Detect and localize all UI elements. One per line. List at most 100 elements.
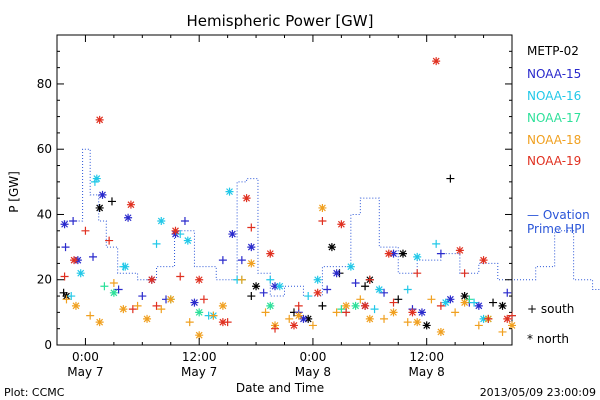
noaa-16-north-point (479, 314, 488, 323)
noaa-19-north-point (195, 275, 204, 284)
metp-02-south-point (361, 282, 370, 291)
noaa-19-north-point (218, 318, 227, 327)
noaa-15-south-point (89, 252, 98, 261)
noaa-18-north-point (389, 308, 398, 317)
noaa-15-south-point (61, 243, 70, 252)
footer-plot-credit: Plot: CCMC (4, 386, 65, 399)
noaa-19-north-point (242, 194, 251, 203)
noaa-18-south-point (332, 308, 341, 317)
noaa-16-south-point (152, 239, 161, 248)
metp-02-north-point (252, 282, 261, 291)
x-tick-time-label: 0:00 (72, 350, 99, 364)
x-tick-date-label: May 7 (181, 365, 217, 379)
noaa-18-south-point (308, 321, 317, 330)
noaa-15-south-point (180, 217, 189, 225)
legend-item-metp-02: METP-02 (527, 44, 579, 58)
noaa-19-north-point (503, 314, 512, 323)
noaa-18-south-point (403, 318, 412, 327)
noaa-19-north-point (384, 249, 393, 258)
x-tick-date-label: May 8 (409, 365, 445, 379)
noaa-16-north-point (183, 236, 192, 245)
noaa-15-south-point (323, 285, 332, 294)
noaa-15-north-point (98, 190, 107, 199)
metp-02-south-point (446, 174, 455, 183)
y-tick-label: 80 (37, 77, 52, 91)
y-axis-label: P [GW] (7, 171, 21, 213)
noaa-17-north-point (109, 288, 118, 297)
noaa-16-north-point (92, 174, 101, 183)
legend-south-marker: + south (527, 302, 574, 316)
noaa-18-north-point (436, 327, 445, 336)
noaa-15-north-point (228, 230, 237, 239)
noaa-15-south-point (503, 288, 512, 297)
noaa-16-south-point (67, 292, 76, 301)
metp-02-south-point (107, 197, 116, 206)
noaa-18-south-point (356, 295, 365, 304)
noaa-16-south-point (176, 230, 185, 239)
noaa-16-south-point (470, 298, 479, 307)
noaa-18-south-point (237, 275, 246, 284)
noaa-19-south-point (294, 301, 303, 310)
noaa-15-south-point (380, 288, 389, 297)
noaa-19-south-point (389, 298, 398, 307)
noaa-18-south-point (498, 327, 507, 336)
noaa-15-north-point (190, 298, 199, 307)
legend-item-noaa-17: NOAA-17 (527, 111, 581, 125)
noaa-18-south-point (451, 308, 460, 317)
metp-02-north-point (398, 249, 407, 258)
noaa-19-north-point (337, 220, 346, 229)
noaa-15-north-point (417, 308, 426, 317)
noaa-18-south-point (133, 301, 142, 310)
noaa-18-north-point (342, 301, 351, 310)
noaa-18-south-point (62, 295, 71, 304)
noaa-18-north-point (119, 305, 128, 314)
noaa-17-south-point (337, 305, 346, 314)
metp-02-north-point (498, 301, 507, 310)
ovation-hpi-line (63, 148, 600, 297)
noaa-16-north-point (76, 269, 85, 278)
noaa-16-north-point (375, 285, 384, 294)
noaa-15-south-point (237, 256, 246, 265)
y-tick-label: 0 (44, 338, 52, 352)
noaa-17-north-point (266, 301, 275, 310)
noaa-16-north-point (275, 282, 284, 291)
noaa-16-north-point (313, 275, 322, 284)
noaa-18-north-point (365, 314, 374, 323)
noaa-18-south-point (209, 311, 218, 320)
legend-item-noaa-18: NOAA-18 (527, 133, 581, 147)
metp-02-south-point (247, 292, 256, 301)
noaa-19-south-point (247, 223, 256, 232)
noaa-18-south-point (380, 314, 389, 323)
noaa-18-north-point (143, 314, 152, 323)
legend-ovation-label-2: Prime HPI (527, 222, 585, 236)
noaa-19-south-point (199, 295, 208, 304)
noaa-19-south-point (105, 236, 114, 245)
noaa-19-north-point (361, 301, 370, 310)
ovation-hpi-series (63, 148, 600, 297)
x-tick-time-label: 12:00 (182, 350, 217, 364)
y-tick-label: 60 (37, 142, 52, 156)
noaa-16-north-point (121, 262, 130, 271)
noaa-18-south-point (86, 311, 95, 320)
noaa-19-south-point (81, 226, 90, 235)
noaa-15-south-point (114, 285, 123, 294)
noaa-18-north-point (247, 259, 256, 268)
noaa-15-north-point (474, 301, 483, 310)
noaa-19-north-point (126, 200, 135, 209)
noaa-17-north-point (351, 301, 360, 310)
noaa-15-south-point (436, 249, 445, 258)
noaa-19-south-point (342, 308, 351, 317)
x-tick-date-label: May 7 (67, 365, 103, 379)
noaa-19-south-point (176, 272, 185, 281)
noaa-18-north-point (95, 318, 104, 327)
metp-02-north-point (304, 314, 313, 323)
noaa-15-north-point (60, 220, 69, 229)
noaa-16-north-point (441, 298, 450, 307)
noaa-19-north-point (432, 57, 441, 66)
noaa-17-south-point (465, 295, 474, 304)
noaa-19-south-point (436, 301, 445, 310)
metp-02-north-point (422, 321, 431, 330)
legend-north-marker: * north (527, 332, 569, 346)
